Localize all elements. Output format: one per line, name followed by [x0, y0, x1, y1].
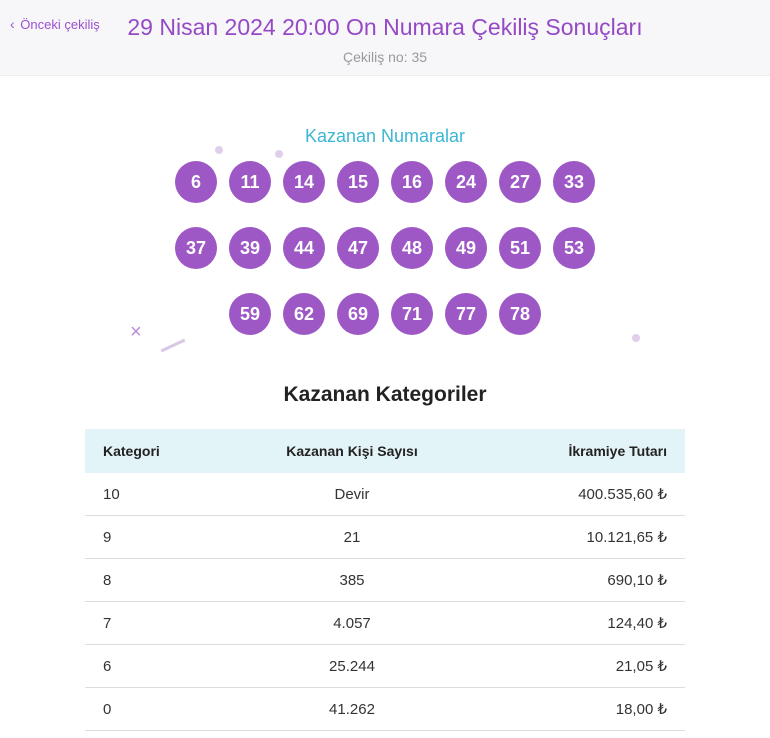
chevron-left-icon: ‹: [10, 16, 15, 32]
cell-winner-count: Devir: [241, 473, 463, 516]
decoration-x-icon: ×: [130, 321, 142, 344]
col-winners: Kazanan Kişi Sayısı: [241, 429, 463, 473]
decoration-dot: [215, 146, 223, 154]
cell-category: 0: [85, 688, 241, 731]
categories-title: Kazanan Kategoriler: [0, 383, 770, 407]
winning-number-ball: 47: [337, 227, 379, 269]
winning-number-ball: 16: [391, 161, 433, 203]
winning-number-ball: 77: [445, 293, 487, 335]
cell-prize: 400.535,60 ₺: [463, 473, 685, 516]
winning-number-ball: 15: [337, 161, 379, 203]
cell-category: 10: [85, 473, 241, 516]
winning-numbers-section: × Kazanan Numaralar 61114151624273337394…: [0, 76, 770, 335]
cell-winner-count: 25.244: [241, 645, 463, 688]
cell-winner-count: 4.057: [241, 602, 463, 645]
cell-category: 9: [85, 516, 241, 559]
col-prize: İkramiye Tutarı: [463, 429, 685, 473]
winning-numbers-label: Kazanan Numaralar: [0, 126, 770, 147]
table-row: 625.24421,05 ₺: [85, 645, 685, 688]
decoration-line: [161, 339, 186, 353]
table-header-row: Kategori Kazanan Kişi Sayısı İkramiye Tu…: [85, 429, 685, 473]
cell-prize: 18,00 ₺: [463, 688, 685, 731]
cell-category: 6: [85, 645, 241, 688]
categories-table-wrap: Kategori Kazanan Kişi Sayısı İkramiye Tu…: [85, 429, 685, 731]
cell-prize: 124,40 ₺: [463, 602, 685, 645]
cell-category: 8: [85, 559, 241, 602]
cell-winner-count: 41.262: [241, 688, 463, 731]
table-row: 10Devir400.535,60 ₺: [85, 473, 685, 516]
winning-number-ball: 33: [553, 161, 595, 203]
cell-prize: 21,05 ₺: [463, 645, 685, 688]
categories-table: Kategori Kazanan Kişi Sayısı İkramiye Tu…: [85, 429, 685, 731]
cell-prize: 10.121,65 ₺: [463, 516, 685, 559]
winning-number-ball: 6: [175, 161, 217, 203]
winning-number-ball: 37: [175, 227, 217, 269]
winning-number-ball: 11: [229, 161, 271, 203]
table-row: 92110.121,65 ₺: [85, 516, 685, 559]
winning-number-ball: 71: [391, 293, 433, 335]
draw-number: Çekiliş no: 35: [10, 49, 760, 65]
winning-number-ball: 53: [553, 227, 595, 269]
header: ‹ Önceki çekiliş 29 Nisan 2024 20:00 On …: [0, 0, 770, 76]
winning-number-ball: 14: [283, 161, 325, 203]
winning-number-ball: 39: [229, 227, 271, 269]
previous-draw-link[interactable]: ‹ Önceki çekiliş: [10, 16, 100, 32]
winning-categories-section: Kazanan Kategoriler Kategori Kazanan Kiş…: [0, 383, 770, 731]
table-row: 041.26218,00 ₺: [85, 688, 685, 731]
winning-number-ball: 78: [499, 293, 541, 335]
page-title: 29 Nisan 2024 20:00 On Numara Çekiliş So…: [10, 14, 760, 41]
winning-number-ball: 59: [229, 293, 271, 335]
winning-number-ball: 51: [499, 227, 541, 269]
table-row: 8385690,10 ₺: [85, 559, 685, 602]
cell-winner-count: 385: [241, 559, 463, 602]
table-row: 74.057124,40 ₺: [85, 602, 685, 645]
winning-number-ball: 27: [499, 161, 541, 203]
cell-winner-count: 21: [241, 516, 463, 559]
winning-number-ball: 69: [337, 293, 379, 335]
previous-draw-label: Önceki çekiliş: [20, 17, 99, 32]
winning-number-ball: 44: [283, 227, 325, 269]
decoration-dot: [275, 150, 283, 158]
winning-numbers-balls: 6 11 14 15 16 24 27 33 37 39 44 47 48 49 51 53 59 62 69 71 7…: [155, 161, 615, 335]
decoration-dot: [632, 334, 640, 342]
winning-number-ball: 24: [445, 161, 487, 203]
winning-number-ball: 48: [391, 227, 433, 269]
cell-category: 7: [85, 602, 241, 645]
cell-prize: 690,10 ₺: [463, 559, 685, 602]
winning-number-ball: 62: [283, 293, 325, 335]
winning-number-ball: 49: [445, 227, 487, 269]
col-category: Kategori: [85, 429, 241, 473]
